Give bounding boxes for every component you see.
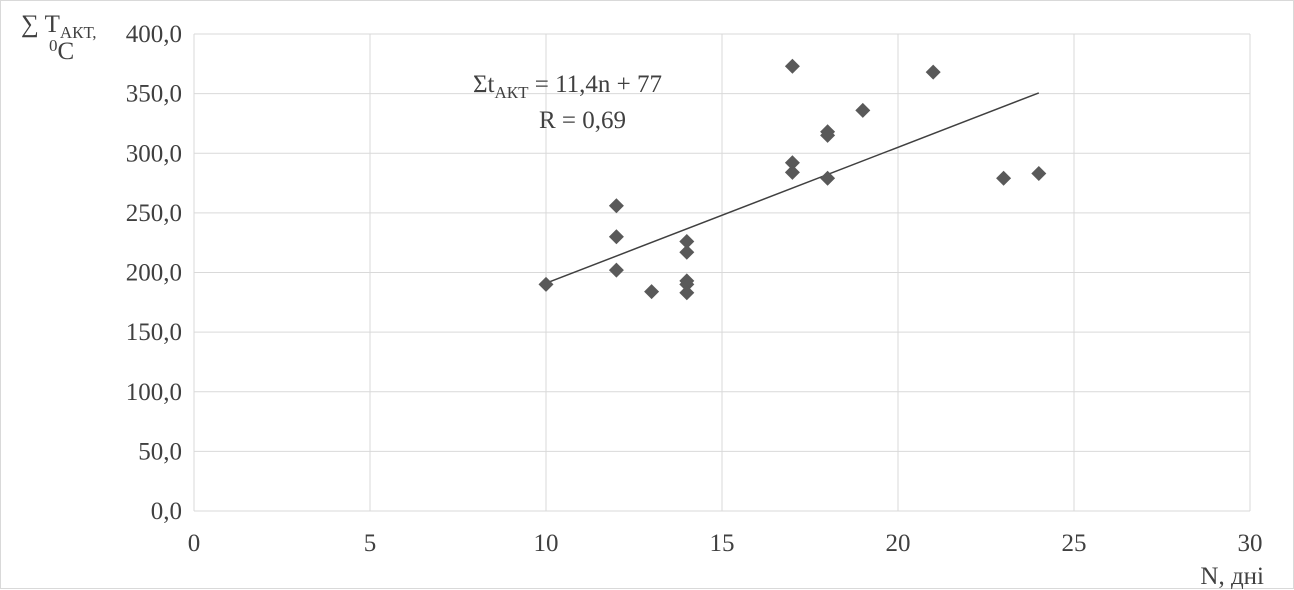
x-tick-label: 20 — [886, 530, 911, 557]
y-axis-symbol: ∑ T — [21, 11, 60, 38]
data-point — [996, 170, 1012, 186]
y-axis-unit: 0C — [49, 36, 74, 65]
x-tick-label: 10 — [534, 530, 559, 557]
data-point — [784, 155, 800, 171]
x-axis-title: N, дні — [1200, 563, 1264, 590]
x-tick-label: 15 — [710, 530, 735, 557]
y-axis-unit-text: C — [58, 38, 75, 65]
x-tick-labels: 0 5 10 15 20 25 30 — [188, 530, 1263, 557]
y-tick-label: 50,0 — [138, 438, 182, 465]
data-point — [608, 229, 624, 245]
y-tick-label: 350,0 — [126, 81, 182, 108]
correlation-label: R = 0,69 — [539, 107, 626, 134]
data-points — [538, 58, 1047, 301]
trendline-equation: ΣtАКТ = 11,4n + 77 — [473, 71, 662, 102]
y-tick-label: 400,0 — [126, 21, 182, 48]
x-tick-label: 5 — [364, 530, 377, 557]
data-point — [608, 198, 624, 214]
y-tick-label: 100,0 — [126, 379, 182, 406]
y-tick-label: 300,0 — [126, 140, 182, 167]
data-point — [644, 284, 660, 300]
data-point — [608, 262, 624, 278]
y-tick-label: 0,0 — [151, 498, 182, 525]
data-point — [820, 127, 836, 143]
y-axis-superscript: 0 — [49, 36, 58, 55]
y-axis-subscript: АКТ, — [60, 23, 97, 42]
equation-suffix: = 11,4n + 77 — [529, 71, 663, 98]
trendline-layer — [545, 92, 1040, 284]
equation-subscript: АКТ — [495, 83, 530, 102]
data-point — [784, 58, 800, 74]
y-axis-title: ∑ TАКТ, — [21, 11, 96, 42]
data-point — [1031, 166, 1047, 182]
y-tick-labels: 0,0 50,0 100,0 150,0 200,0 250,0 300,0 350,0 400… — [126, 21, 182, 525]
grid — [193, 33, 1251, 512]
data-point — [820, 170, 836, 186]
data-point — [784, 164, 800, 180]
y-tick-label: 150,0 — [126, 319, 182, 346]
x-tick-label: 30 — [1238, 530, 1263, 557]
y-tick-label: 250,0 — [126, 200, 182, 227]
data-point — [538, 276, 554, 292]
data-point — [679, 285, 695, 301]
data-point — [679, 276, 695, 292]
x-tick-label: 0 — [188, 530, 201, 557]
x-tick-label: 25 — [1062, 530, 1087, 557]
y-tick-label: 200,0 — [126, 260, 182, 287]
data-point — [855, 102, 871, 118]
data-point — [925, 64, 941, 80]
trendline — [545, 92, 1040, 284]
data-point — [679, 244, 695, 260]
data-point — [679, 233, 695, 249]
equation-prefix: Σt — [473, 71, 495, 98]
